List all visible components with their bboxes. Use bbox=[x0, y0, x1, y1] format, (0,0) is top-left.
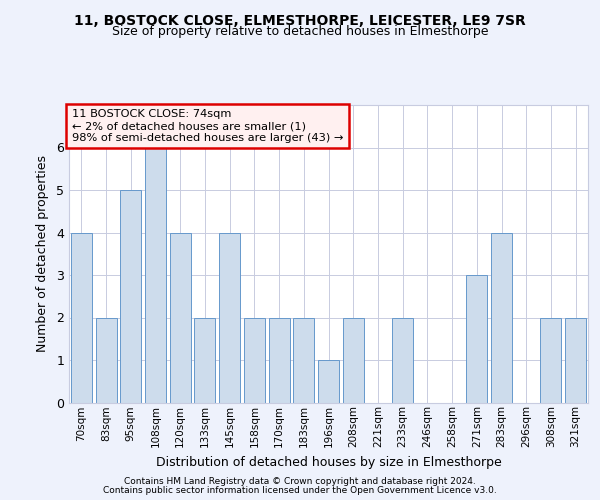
Y-axis label: Number of detached properties: Number of detached properties bbox=[36, 155, 49, 352]
Text: Size of property relative to detached houses in Elmesthorpe: Size of property relative to detached ho… bbox=[112, 25, 488, 38]
Bar bbox=[293, 318, 314, 402]
Bar bbox=[318, 360, 339, 403]
Bar bbox=[120, 190, 141, 402]
Bar bbox=[194, 318, 215, 402]
Bar bbox=[71, 232, 92, 402]
Text: Contains public sector information licensed under the Open Government Licence v3: Contains public sector information licen… bbox=[103, 486, 497, 495]
Bar bbox=[466, 275, 487, 402]
Text: Contains HM Land Registry data © Crown copyright and database right 2024.: Contains HM Land Registry data © Crown c… bbox=[124, 477, 476, 486]
Text: 11, BOSTOCK CLOSE, ELMESTHORPE, LEICESTER, LE9 7SR: 11, BOSTOCK CLOSE, ELMESTHORPE, LEICESTE… bbox=[74, 14, 526, 28]
Bar bbox=[565, 318, 586, 402]
Bar bbox=[343, 318, 364, 402]
Bar bbox=[95, 318, 116, 402]
Bar bbox=[392, 318, 413, 402]
X-axis label: Distribution of detached houses by size in Elmesthorpe: Distribution of detached houses by size … bbox=[155, 456, 502, 468]
Bar bbox=[269, 318, 290, 402]
Bar bbox=[541, 318, 562, 402]
Bar bbox=[244, 318, 265, 402]
Bar bbox=[491, 232, 512, 402]
Bar bbox=[170, 232, 191, 402]
Bar bbox=[145, 148, 166, 402]
Bar bbox=[219, 232, 240, 402]
Text: 11 BOSTOCK CLOSE: 74sqm
← 2% of detached houses are smaller (1)
98% of semi-deta: 11 BOSTOCK CLOSE: 74sqm ← 2% of detached… bbox=[71, 110, 343, 142]
